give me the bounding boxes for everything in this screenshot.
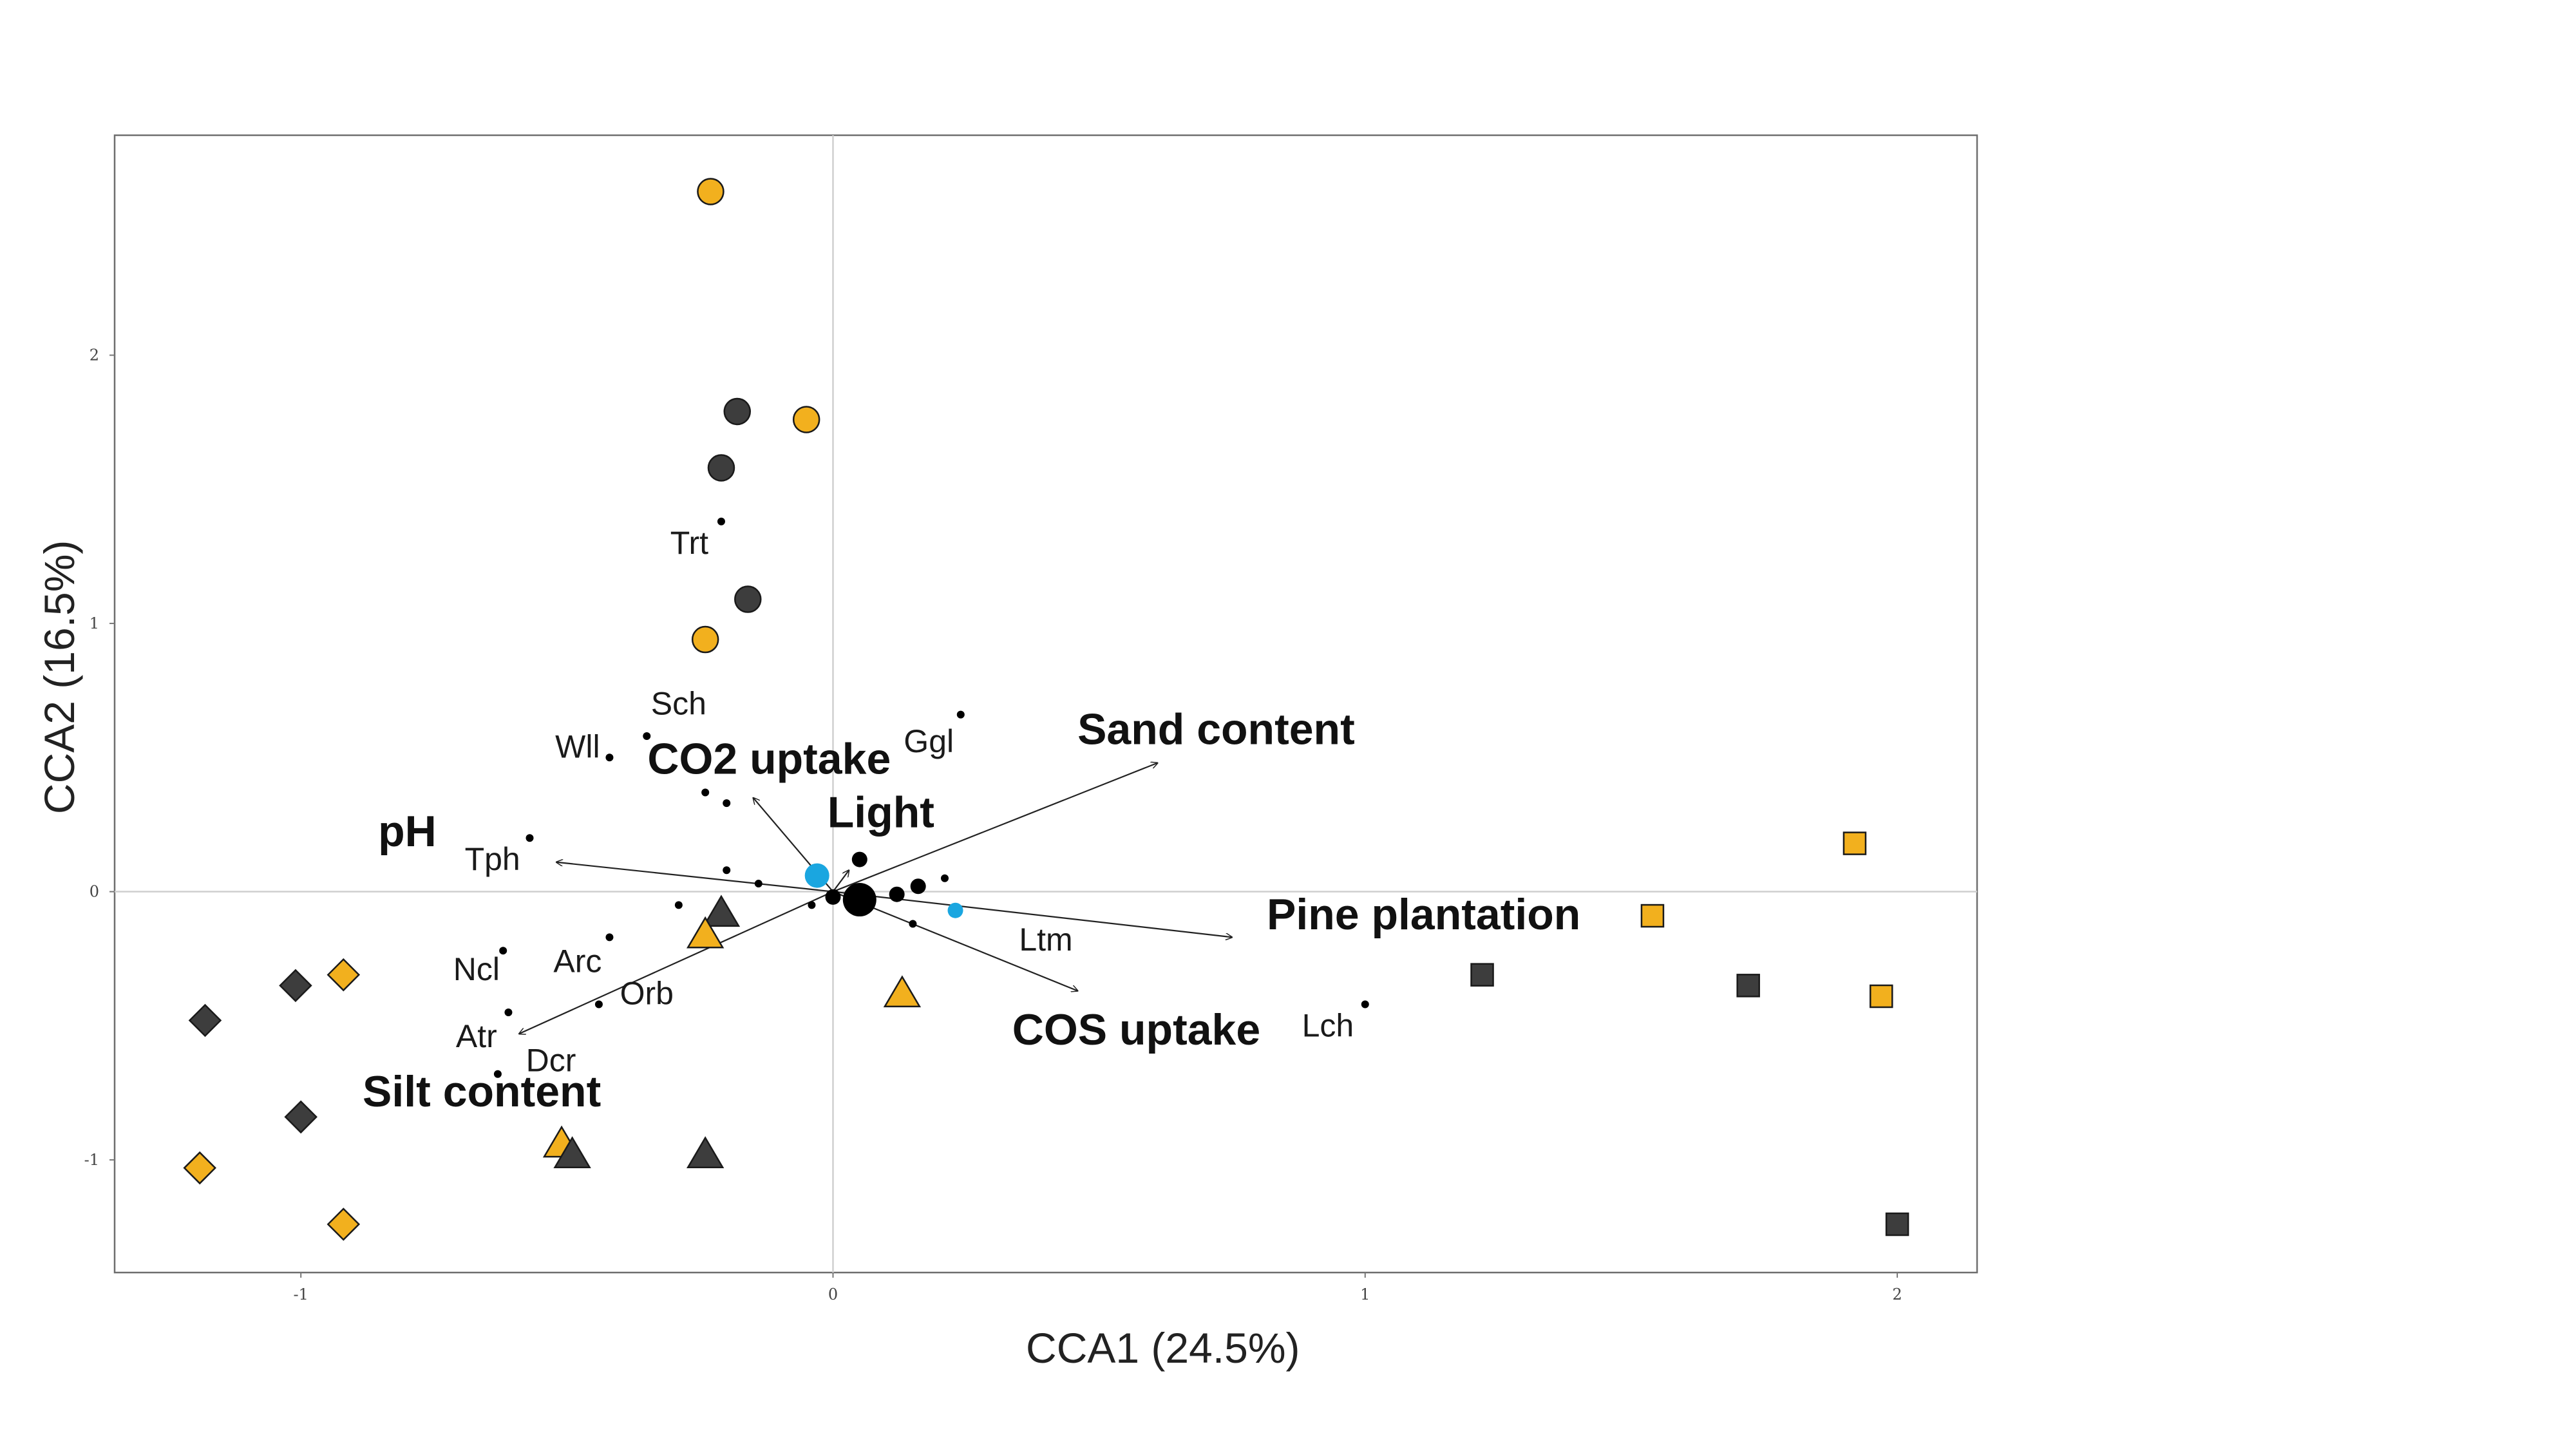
species-label: Ncl xyxy=(453,951,500,987)
plot-border xyxy=(113,134,1978,1274)
group-centroid xyxy=(804,863,829,888)
site-diamond xyxy=(279,969,312,1003)
species-point xyxy=(605,753,614,762)
site-square xyxy=(1640,904,1665,928)
x-tick-label: 1 xyxy=(1360,1285,1370,1303)
zero-lines xyxy=(115,135,1977,1273)
species-point xyxy=(493,1070,502,1078)
species-point xyxy=(674,901,683,909)
site-circle xyxy=(707,454,735,482)
species-label: Orb xyxy=(620,975,674,1011)
species-point xyxy=(754,880,762,888)
y-tick-label: 0 xyxy=(90,883,99,901)
species-point xyxy=(526,834,534,842)
site-square xyxy=(1470,963,1494,987)
species-label: Ltm xyxy=(1019,922,1072,958)
group-centroid xyxy=(910,878,926,895)
group-centroid xyxy=(889,886,905,902)
species-point xyxy=(504,1008,513,1016)
point-labels: Sand content CO2 uptake Light pH Pine planta… xyxy=(363,525,1580,1116)
site-circle xyxy=(697,178,724,205)
env-vector-label: Silt content xyxy=(363,1067,601,1116)
site-markers xyxy=(183,178,1909,1241)
species-label: Sch xyxy=(651,686,706,722)
x-tick-label: 0 xyxy=(828,1285,838,1303)
group-centroid xyxy=(825,889,841,905)
group-centroid xyxy=(842,883,876,917)
env-vector-arrow xyxy=(556,862,833,893)
species-point xyxy=(717,517,725,526)
site-circle xyxy=(691,625,719,654)
site-triangle xyxy=(686,916,724,949)
species-point xyxy=(723,866,731,875)
env-vector-label: Light xyxy=(828,788,934,837)
plot-frame xyxy=(113,134,1978,1274)
env-vector-arrow xyxy=(832,870,849,893)
env-vector-arrow xyxy=(833,763,1157,893)
centroid-markers xyxy=(804,851,963,918)
site-square xyxy=(1885,1212,1909,1236)
species-point xyxy=(956,710,965,719)
env-vector-label: Sand content xyxy=(1077,705,1355,753)
species-label: Wll xyxy=(555,728,600,764)
species-point xyxy=(909,920,917,928)
group-centroid xyxy=(947,902,963,918)
species-label: Trt xyxy=(670,525,708,561)
site-diamond xyxy=(183,1151,216,1185)
species-point xyxy=(723,799,731,808)
species-points xyxy=(493,517,1369,1078)
species-point xyxy=(808,901,816,909)
y-tick-label: 2 xyxy=(90,346,99,365)
group-centroid xyxy=(851,851,867,867)
env-vector-arrow xyxy=(519,891,833,1034)
axis-ticks: -1 0 1 2 -1 0 1 2 xyxy=(84,346,1902,1303)
x-axis-title: CCA1 (24.5%) xyxy=(1026,1324,1300,1372)
y-tick-label: -1 xyxy=(84,1151,99,1169)
site-diamond xyxy=(284,1100,317,1134)
site-circle xyxy=(734,585,762,613)
species-point xyxy=(499,947,507,955)
x-tick-label: 2 xyxy=(1892,1285,1902,1303)
species-point xyxy=(941,874,949,882)
y-tick-label: 1 xyxy=(90,614,99,632)
x-tick-label: -1 xyxy=(294,1285,308,1303)
species-label: Lch xyxy=(1302,1007,1354,1043)
species-label: Dcr xyxy=(526,1043,576,1079)
site-square xyxy=(1870,984,1893,1009)
y-axis-title: CCA2 (16.5%) xyxy=(35,540,83,815)
site-triangle xyxy=(553,1136,591,1168)
env-vector-label: Pine plantation xyxy=(1267,890,1580,939)
species-point xyxy=(594,1000,603,1009)
species-point xyxy=(605,933,614,942)
species-label: Ggl xyxy=(904,723,954,759)
site-triangle xyxy=(686,1136,724,1168)
site-square xyxy=(1842,831,1867,855)
site-diamond xyxy=(327,958,361,992)
env-vector-label: COS uptake xyxy=(1012,1005,1260,1054)
site-triangle xyxy=(883,975,922,1008)
species-label: Tph xyxy=(465,841,520,877)
species-point xyxy=(1361,1000,1369,1009)
env-vector-label: CO2 uptake xyxy=(647,734,891,783)
site-diamond xyxy=(327,1208,361,1241)
env-vector-label: pH xyxy=(378,807,437,856)
species-point xyxy=(701,788,710,797)
site-circle xyxy=(723,397,752,426)
site-circle xyxy=(792,406,820,433)
site-diamond xyxy=(188,1003,222,1037)
site-square xyxy=(1736,974,1760,998)
site-triangle xyxy=(702,895,741,927)
species-point xyxy=(643,732,651,740)
species-label: Atr xyxy=(456,1018,497,1054)
species-label: Arc xyxy=(553,943,601,980)
